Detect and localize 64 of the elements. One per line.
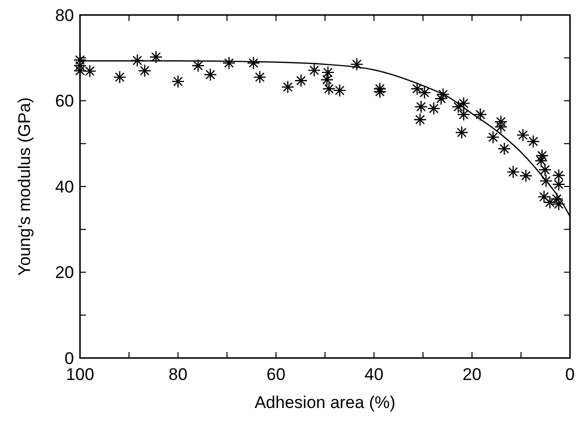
point	[457, 96, 470, 110]
x-tick-label: 60	[266, 365, 286, 384]
point	[413, 113, 427, 126]
point	[149, 50, 163, 64]
point	[322, 82, 336, 96]
point	[373, 85, 386, 98]
point	[550, 192, 564, 206]
point	[130, 54, 144, 68]
x-tick-label: 0	[565, 365, 575, 384]
point	[350, 58, 364, 71]
point	[516, 128, 530, 142]
y-axis-title: Young's modulus (GPa)	[15, 97, 34, 276]
point	[434, 92, 448, 106]
x-tick-label: 80	[168, 365, 188, 384]
point	[246, 56, 260, 70]
point	[436, 88, 450, 101]
point	[191, 58, 205, 72]
x-tick-label: 100	[66, 365, 94, 384]
point	[494, 120, 508, 134]
point	[222, 56, 236, 70]
point	[418, 86, 432, 100]
point	[410, 82, 424, 96]
x-axis-title: Adhesion area (%)	[254, 393, 396, 412]
point	[138, 64, 152, 78]
point	[204, 68, 217, 82]
point	[83, 64, 96, 78]
point	[253, 70, 266, 84]
point	[320, 73, 334, 86]
point	[73, 64, 87, 78]
point	[455, 126, 468, 140]
point	[535, 149, 549, 162]
point	[498, 142, 511, 156]
point	[543, 196, 557, 209]
y-tick-label: 80	[55, 6, 74, 25]
point	[538, 163, 552, 176]
point	[519, 169, 532, 182]
point	[526, 134, 540, 148]
point	[506, 165, 520, 179]
point	[552, 178, 566, 191]
y-tick-label: 60	[55, 92, 74, 111]
y-tick-label: 40	[55, 177, 74, 196]
y-tick-label: 20	[55, 263, 74, 282]
point	[552, 197, 566, 211]
x-tick-label: 40	[364, 365, 384, 384]
point	[308, 64, 321, 77]
point	[171, 74, 185, 88]
x-tick-label: 20	[462, 365, 482, 384]
point	[474, 108, 487, 122]
point	[494, 115, 508, 128]
point	[281, 80, 294, 94]
point	[321, 66, 335, 80]
point	[457, 108, 470, 122]
point	[294, 74, 308, 88]
point	[373, 82, 386, 96]
point	[333, 84, 346, 98]
point	[113, 70, 126, 84]
point	[73, 53, 87, 67]
point	[427, 102, 440, 116]
point	[452, 100, 465, 114]
point	[486, 130, 500, 144]
point	[414, 100, 428, 114]
point	[537, 190, 551, 204]
y-tick-label: 0	[64, 348, 74, 368]
point	[534, 154, 548, 168]
